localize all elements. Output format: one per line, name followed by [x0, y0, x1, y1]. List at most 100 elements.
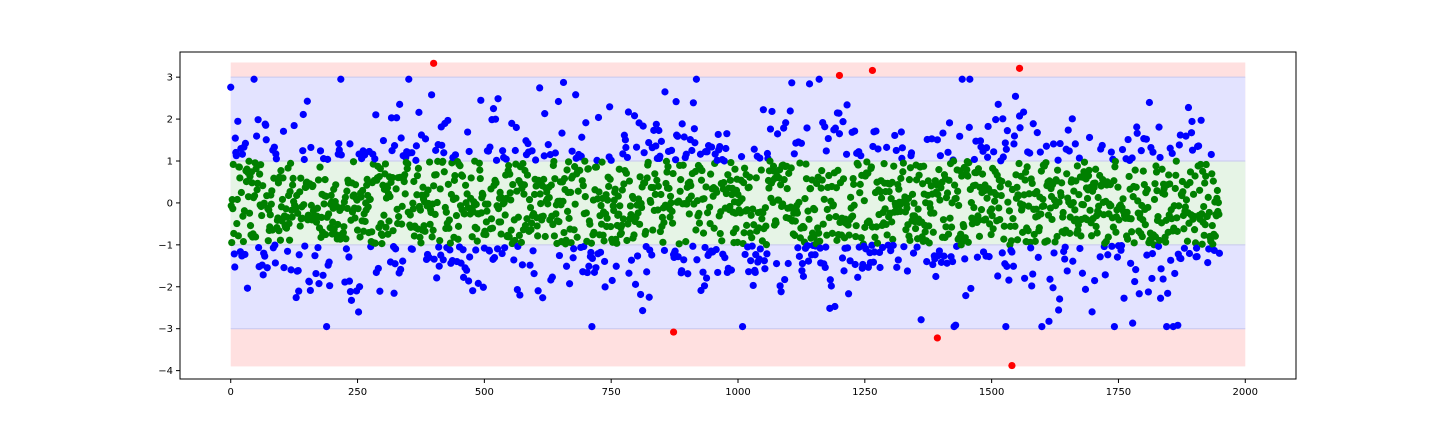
- point-blue: [314, 243, 322, 252]
- point-green: [974, 165, 983, 173]
- point-green: [288, 213, 296, 221]
- point-green: [472, 200, 480, 208]
- point-blue: [1118, 145, 1127, 154]
- point-green: [654, 206, 662, 214]
- point-green: [497, 218, 505, 226]
- point-green: [1162, 216, 1170, 224]
- point-blue: [1143, 251, 1151, 259]
- point-green: [823, 205, 831, 214]
- point-green: [274, 179, 283, 187]
- point-blue: [798, 259, 807, 268]
- point-blue: [984, 122, 992, 131]
- point-green: [850, 201, 858, 209]
- point-blue: [607, 156, 615, 164]
- point-green: [473, 237, 481, 245]
- point-green: [565, 214, 573, 222]
- point-green: [309, 181, 317, 190]
- point-blue: [568, 147, 576, 155]
- point-blue: [1056, 295, 1064, 303]
- point-green: [1179, 188, 1187, 196]
- point-green: [1094, 193, 1102, 202]
- point-blue: [1145, 98, 1153, 107]
- point-green: [705, 203, 714, 211]
- point-blue: [1003, 127, 1011, 135]
- point-green: [687, 192, 695, 200]
- point-blue: [843, 244, 852, 252]
- point-green: [432, 171, 440, 179]
- point-green: [929, 228, 937, 236]
- point-green: [614, 192, 622, 200]
- point-green: [1200, 202, 1208, 211]
- point-blue: [490, 253, 499, 262]
- point-blue: [319, 271, 327, 279]
- point-green: [340, 223, 348, 231]
- point-green: [817, 184, 825, 192]
- point-blue: [438, 141, 446, 149]
- point-red: [1015, 64, 1024, 72]
- point-green: [804, 207, 812, 215]
- point-green: [334, 220, 342, 229]
- point-blue: [889, 241, 897, 249]
- point-green: [815, 229, 823, 237]
- point-blue: [637, 290, 645, 299]
- point-blue: [1026, 149, 1034, 157]
- point-blue: [1002, 145, 1010, 153]
- point-green: [264, 237, 272, 245]
- point-blue: [958, 75, 966, 83]
- point-blue: [459, 273, 468, 281]
- point-green: [896, 201, 904, 209]
- point-blue: [672, 156, 680, 164]
- point-green: [540, 175, 548, 183]
- point-blue: [998, 249, 1006, 257]
- x-tick-label: 750: [602, 387, 621, 398]
- point-blue: [1027, 244, 1035, 252]
- point-green: [389, 227, 397, 235]
- point-green: [351, 214, 359, 222]
- point-green: [644, 158, 652, 166]
- point-green: [1073, 162, 1081, 170]
- point-blue: [311, 252, 319, 260]
- point-blue: [788, 79, 796, 87]
- point-blue: [295, 287, 303, 295]
- point-blue: [606, 103, 614, 111]
- point-green: [332, 181, 340, 189]
- point-green: [1131, 166, 1139, 174]
- point-green: [574, 187, 582, 195]
- point-blue: [935, 247, 943, 255]
- point-blue: [1205, 245, 1213, 253]
- point-blue: [990, 148, 998, 156]
- point-blue: [660, 246, 669, 255]
- point-green: [445, 216, 453, 224]
- point-blue: [738, 323, 747, 331]
- point-green: [978, 170, 987, 178]
- point-blue: [1029, 270, 1037, 278]
- point-green: [791, 231, 799, 240]
- point-green: [1028, 179, 1036, 187]
- point-blue: [1028, 282, 1036, 290]
- point-blue: [747, 257, 755, 265]
- point-green: [1000, 235, 1008, 243]
- point-green: [1035, 224, 1043, 232]
- point-green: [1200, 231, 1208, 239]
- point-green: [1033, 188, 1041, 196]
- point-blue: [1069, 257, 1077, 265]
- point-green: [685, 210, 693, 218]
- point-green: [663, 168, 671, 176]
- point-green: [488, 224, 497, 232]
- point-green: [1204, 193, 1212, 201]
- x-tick-label: 1250: [852, 387, 877, 398]
- point-blue: [723, 130, 731, 138]
- point-green: [1127, 215, 1135, 223]
- y-tick-label: 0: [167, 198, 173, 209]
- point-red: [430, 59, 438, 67]
- point-green: [805, 215, 813, 223]
- point-blue: [1168, 149, 1176, 158]
- point-green: [617, 229, 625, 237]
- point-blue: [516, 291, 524, 299]
- point-blue: [821, 123, 829, 131]
- point-blue: [714, 268, 722, 277]
- point-green: [509, 180, 517, 189]
- point-green: [473, 225, 481, 233]
- point-blue: [835, 130, 844, 138]
- point-green: [811, 206, 819, 214]
